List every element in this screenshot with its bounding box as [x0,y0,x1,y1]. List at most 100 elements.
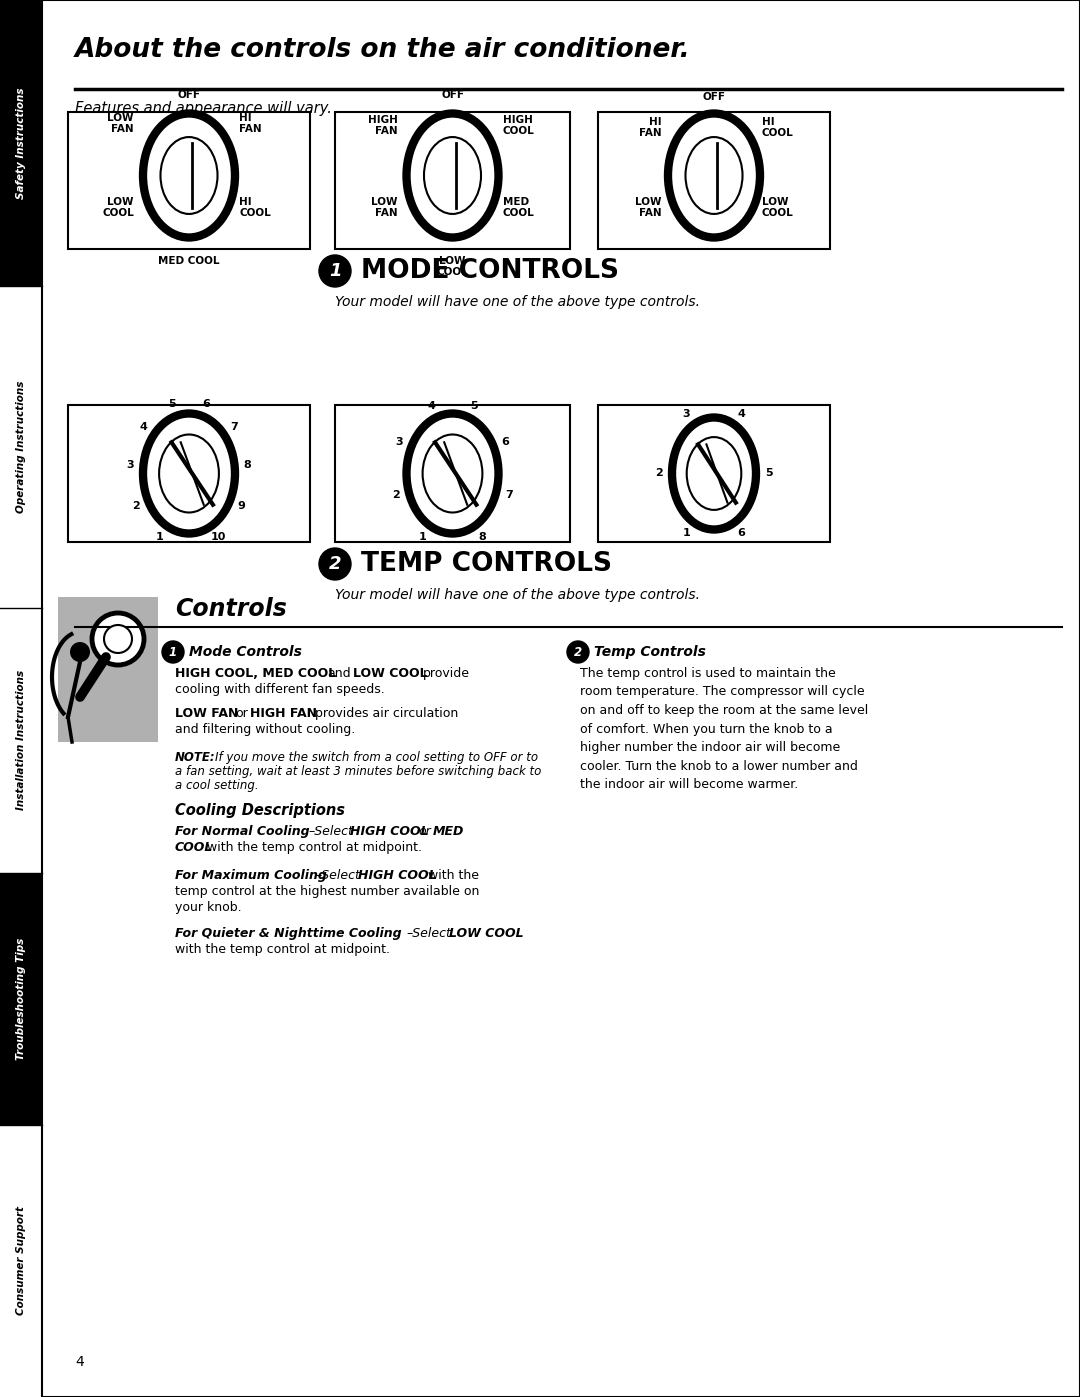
Text: with the: with the [428,869,480,882]
Text: 2: 2 [392,490,400,500]
Text: a cool setting.: a cool setting. [175,780,258,792]
Text: or: or [418,826,431,838]
Text: 7: 7 [230,422,238,432]
Text: –Select: –Select [308,826,353,838]
Circle shape [104,624,132,652]
Text: For Maximum Cooling: For Maximum Cooling [175,869,327,882]
Text: LOW COOL: LOW COOL [449,928,524,940]
Text: Safety Instructions: Safety Instructions [16,88,26,198]
Circle shape [319,548,351,580]
Circle shape [92,613,144,665]
Bar [58,597,158,742]
Text: LOW COOL: LOW COOL [353,666,428,680]
Ellipse shape [406,113,499,237]
Text: For Normal Cooling: For Normal Cooling [175,826,310,838]
Text: If you move the switch from a cool setting to OFF or to: If you move the switch from a cool setti… [215,752,538,764]
Bar [335,112,570,249]
Text: 1: 1 [168,645,177,658]
Text: For Quieter & Nighttime Cooling: For Quieter & Nighttime Cooling [175,928,402,940]
Text: 2: 2 [573,645,582,658]
Text: TEMP CONTROLS: TEMP CONTROLS [361,550,612,577]
Bar [0,1125,42,1397]
Text: 1: 1 [156,532,163,542]
Text: cooling with different fan speeds.: cooling with different fan speeds. [175,683,384,696]
Text: Your model will have one of the above type controls.: Your model will have one of the above ty… [335,295,700,309]
Text: HI
FAN: HI FAN [639,117,662,138]
Text: 1: 1 [328,263,341,279]
Text: 8: 8 [244,460,252,469]
Text: HIGH COOL, MED COOL: HIGH COOL, MED COOL [175,666,336,680]
Bar [68,405,310,542]
Bar [68,112,310,249]
Bar [0,0,42,286]
Text: OFF: OFF [441,89,464,99]
Text: Temp Controls: Temp Controls [594,645,706,659]
Text: HI
FAN: HI FAN [239,113,261,134]
Text: OFF: OFF [702,91,726,102]
Text: MED
COOL: MED COOL [502,197,535,218]
Text: 1: 1 [683,528,690,538]
Text: HIGH
FAN: HIGH FAN [367,115,397,137]
Circle shape [567,641,589,664]
Text: 3: 3 [126,460,134,469]
Bar [0,286,42,608]
Text: 7: 7 [505,490,513,500]
Text: 4: 4 [140,422,148,432]
Ellipse shape [422,434,483,513]
Text: or: or [235,707,247,719]
Ellipse shape [143,414,235,534]
Text: your knob.: your knob. [175,901,242,914]
Text: HIGH
COOL: HIGH COOL [502,115,535,137]
Text: LOW
COOL: LOW COOL [436,256,469,277]
Bar [0,873,42,1125]
Text: with the temp control at midpoint.: with the temp control at midpoint. [175,943,390,956]
Ellipse shape [159,434,219,513]
Circle shape [70,643,90,662]
Text: 5: 5 [766,468,773,479]
Text: Installation Instructions: Installation Instructions [16,671,26,810]
Text: LOW
FAN: LOW FAN [372,197,397,218]
Text: 2: 2 [133,502,140,511]
Text: 6: 6 [202,398,210,408]
Text: LOW
FAN: LOW FAN [108,113,134,134]
Text: Operating Instructions: Operating Instructions [16,381,26,513]
Text: Mode Controls: Mode Controls [189,645,302,659]
Text: HIGH FAN: HIGH FAN [249,707,318,719]
Bar [335,405,570,542]
Text: Your model will have one of the above type controls.: Your model will have one of the above ty… [335,588,700,602]
Text: –Select: –Select [406,928,450,940]
Text: COOL: COOL [175,841,214,854]
Ellipse shape [687,437,741,510]
Ellipse shape [161,137,217,214]
Text: About the controls on the air conditioner.: About the controls on the air conditione… [75,36,690,63]
Text: OFF: OFF [177,89,201,99]
Text: HIGH COOL: HIGH COOL [350,826,429,838]
Circle shape [319,256,351,286]
Text: 5: 5 [168,398,176,408]
Ellipse shape [672,418,756,529]
Text: 9: 9 [238,502,245,511]
Text: and: and [327,666,351,680]
Text: and filtering without cooling.: and filtering without cooling. [175,724,355,736]
Text: temp control at the highest number available on: temp control at the highest number avail… [175,886,480,898]
Text: Cooling Descriptions: Cooling Descriptions [175,803,345,819]
Text: 4: 4 [75,1355,84,1369]
Text: LOW
COOL: LOW COOL [762,197,794,218]
Text: 10: 10 [211,532,226,542]
Text: a fan setting, wait at least 3 minutes before switching back to: a fan setting, wait at least 3 minutes b… [175,766,541,778]
Text: 1: 1 [419,532,427,542]
Text: NOTE:: NOTE: [175,752,216,764]
Text: 8: 8 [478,532,486,542]
Text: 2: 2 [328,555,341,573]
Text: 6: 6 [738,528,745,538]
Text: LOW
COOL: LOW COOL [103,197,134,218]
Text: Consumer Support: Consumer Support [16,1206,26,1316]
Text: Controls: Controls [175,597,287,622]
Text: The temp control is used to maintain the
room temperature. The compressor will c: The temp control is used to maintain the… [580,666,868,791]
Text: 3: 3 [683,409,690,419]
Text: 3: 3 [395,437,403,447]
Bar [598,405,831,542]
Text: 6: 6 [502,437,510,447]
Text: 2: 2 [656,468,663,479]
Text: HI
COOL: HI COOL [762,117,794,138]
